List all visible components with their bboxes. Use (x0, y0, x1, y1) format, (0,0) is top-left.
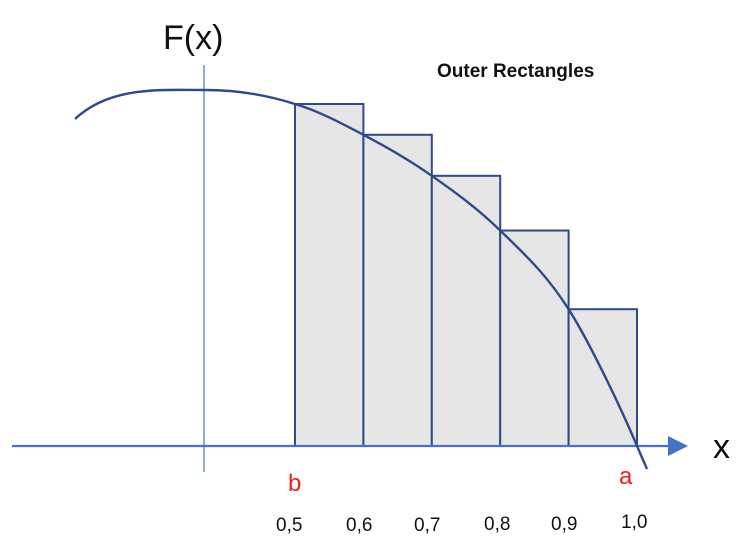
tick-label: 0,8 (484, 514, 510, 535)
interval-start-label-b: b (288, 470, 301, 497)
tick-labels-group: 0,5 0,6 0,7 0,8 0,9 1,0 (276, 512, 647, 536)
outer-rectangle-4 (499, 229, 570, 447)
tick-label: 0,6 (346, 515, 372, 536)
interval-end-label-a: a (619, 463, 633, 490)
tick-label: 0,7 (414, 515, 440, 536)
tick-label: 1,0 (621, 512, 647, 533)
outer-rectangle-2 (362, 133, 433, 447)
tick-label: 0,9 (551, 514, 577, 535)
outer-rectangle-3 (430, 174, 502, 447)
y-axis-label: F(x) (163, 19, 223, 57)
diagram-title: Outer Rectangles (437, 61, 594, 82)
x-axis-label: x (713, 428, 730, 466)
tick-label: 0,5 (276, 515, 302, 536)
x-axis-arrowhead (668, 436, 688, 456)
function-curve (74, 88, 649, 470)
outer-rectangles-group (294, 103, 638, 448)
outer-rectangle-5 (567, 308, 638, 448)
outer-rectangle-1 (294, 103, 365, 447)
